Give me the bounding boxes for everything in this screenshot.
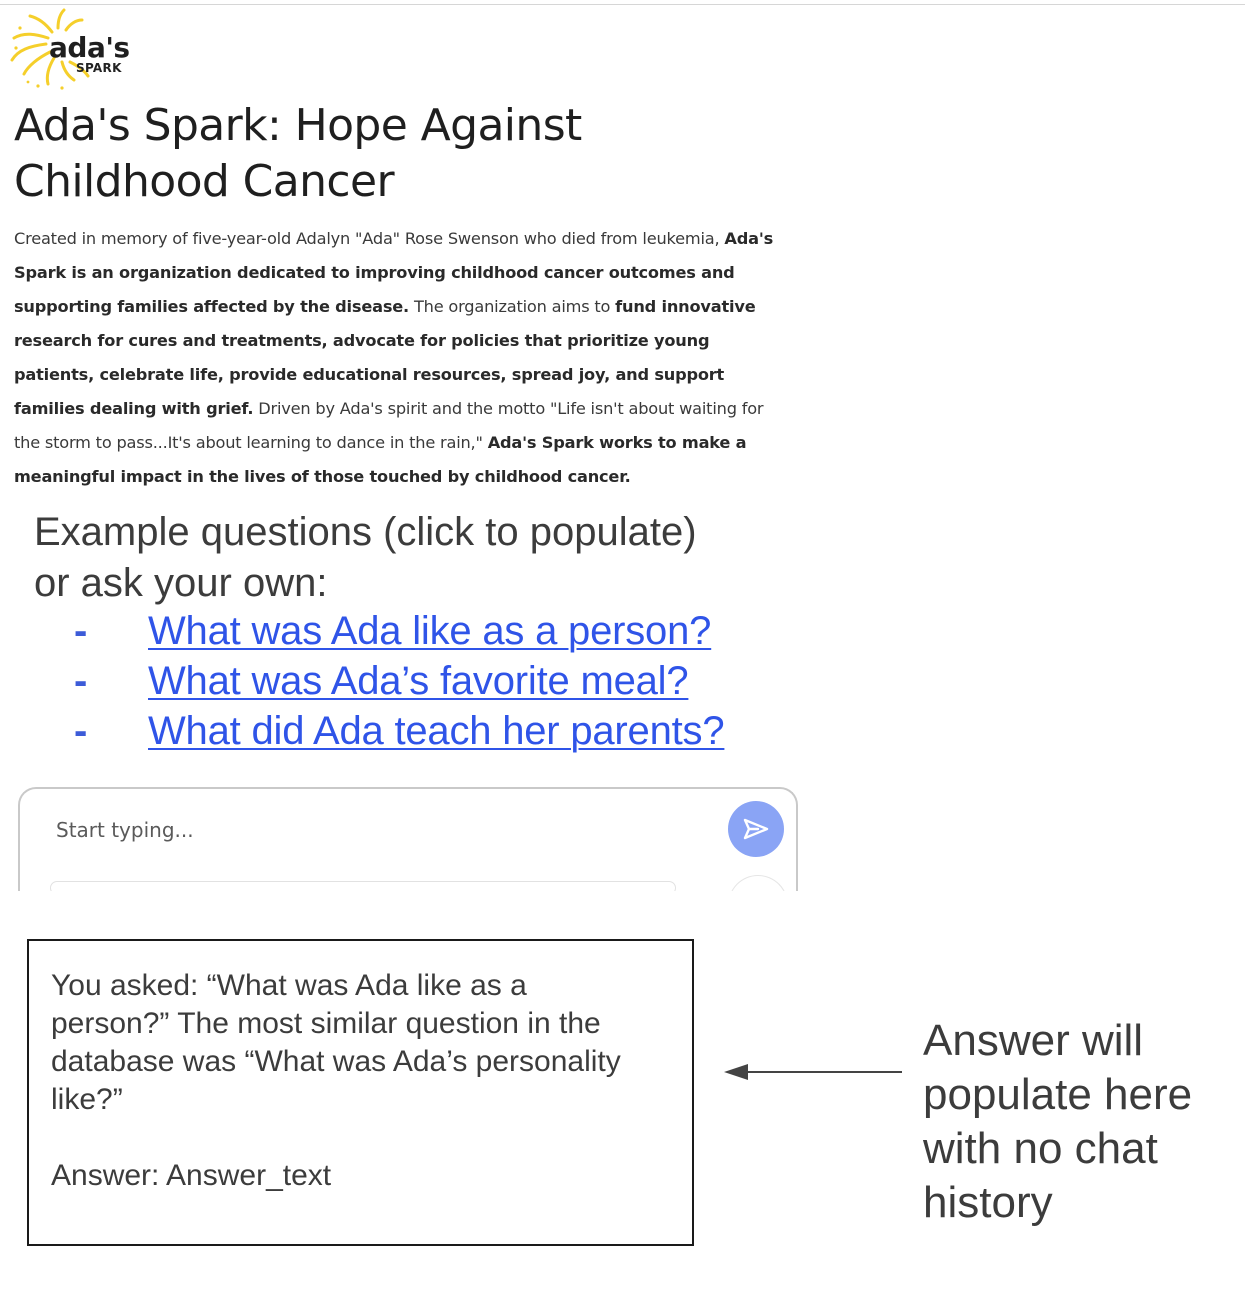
annotation-note: Answer will populate here with no chat h… [923,1014,1233,1230]
answer-question-line-4: like?” [51,1083,123,1116]
list-item: - What was Ada’s favorite meal? [74,656,724,706]
answer-panel: You asked: “What was Ada like as a perso… [27,939,694,1246]
annotation-line-1: Answer will [923,1016,1144,1065]
example-question-link-2[interactable]: What was Ada’s favorite meal? [148,658,689,703]
description-bold-3: Ada's Spark works to make a meaningful i… [14,433,747,486]
send-icon [743,818,769,840]
bullet-dash: - [74,608,88,653]
description-text-1: Created in memory of five-year-old Adaly… [14,229,725,248]
chat-suggestion-bar [50,881,676,891]
organization-description: Created in memory of five-year-old Adaly… [14,222,774,494]
description-bold-2: fund innovative research for cures and t… [14,297,756,418]
description-text-2: The organization aims to [409,297,616,316]
example-question-link-1[interactable]: What was Ada like as a person? [148,608,712,653]
example-heading-line-1: Example questions (click to populate) [34,510,697,554]
answer-question-line-2: person?” The most similar question in th… [51,1007,601,1040]
logo-subtext: SPARK [76,61,122,75]
example-questions-list: - What was Ada like as a person? - What … [74,606,725,756]
chat-input-container [18,787,798,891]
send-button[interactable] [728,801,784,857]
logo-wordmark: ada's [49,31,130,64]
bullet-dash: - [74,658,88,703]
example-heading-line-2: or ask your own: [34,561,328,605]
sun-icon [10,8,90,90]
chat-accessory-button [728,875,788,891]
example-question-link-3[interactable]: What did Ada teach her parents? [148,708,725,753]
arrow-left-icon [724,1064,902,1080]
example-questions-heading: Example questions (click to populate) or… [34,507,794,609]
answer-question-line-3: database was “What was Ada’s personality [51,1045,621,1078]
answer-text: Answer: Answer_text [51,1159,332,1192]
answer-question-line-1: You asked: “What was Ada like as a [51,969,527,1002]
bullet-dash: - [74,708,88,753]
chat-input[interactable] [56,815,696,845]
description-bold-1: Ada's Spark is an organization dedicated… [14,229,774,316]
adas-spark-logo: ada's SPARK [8,8,132,94]
annotation-line-2: populate here [923,1070,1193,1119]
annotation-line-4: history [923,1178,1053,1227]
answer-spacer [51,1119,670,1157]
top-divider [0,4,1245,5]
page-title: Ada's Spark: Hope Against Childhood Canc… [14,100,582,207]
description-text-3: Driven by Ada's spirit and the motto "Li… [14,399,764,452]
list-item: - What was Ada like as a person? [74,606,724,656]
annotation-line-3: with no chat [923,1124,1158,1173]
list-item: - What did Ada teach her parents? [74,706,725,756]
